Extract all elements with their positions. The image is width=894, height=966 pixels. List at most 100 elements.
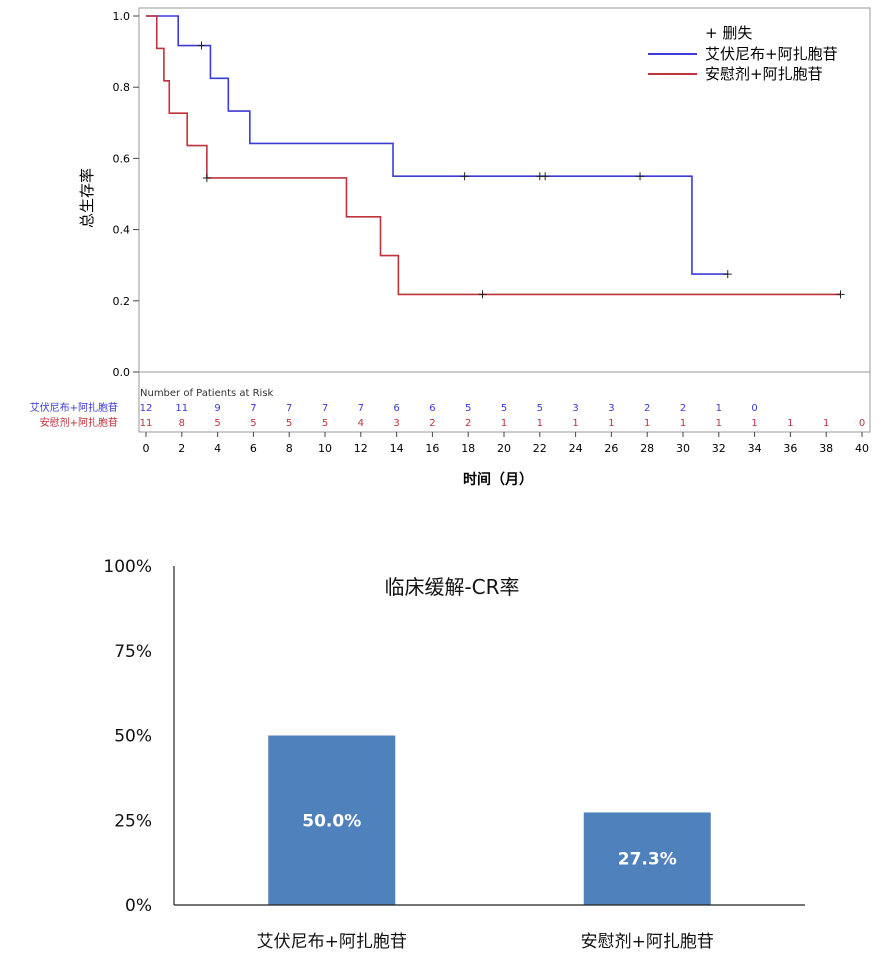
km-x-tick-label: 34 <box>748 442 762 455</box>
risk-value: 5 <box>465 403 471 414</box>
km-censor-mark <box>460 172 469 181</box>
km-x-tick-label: 16 <box>425 442 439 455</box>
risk-value: 6 <box>393 403 399 414</box>
risk-value: 1 <box>572 418 578 429</box>
bar-value-label: 27.3% <box>618 850 677 870</box>
risk-value: 0 <box>751 403 757 414</box>
km-curve-series-1 <box>146 15 728 275</box>
km-censor-mark <box>636 172 645 181</box>
km-x-tick-label: 2 <box>178 442 185 455</box>
bar-y-axis: 0% 25% 50% 75% 100% <box>103 557 152 916</box>
risk-value: 4 <box>358 418 364 429</box>
km-x-tick-label: 10 <box>318 442 332 455</box>
km-y-tick-label: 0.0 <box>113 366 131 379</box>
bar-category-label: 艾伏尼布+阿扎胞苷 <box>257 932 407 952</box>
risk-value: 11 <box>140 418 153 429</box>
risk-value: 5 <box>250 418 256 429</box>
risk-value: 5 <box>537 403 543 414</box>
km-y-axis-label: 总生存率 <box>78 168 96 228</box>
km-x-tick-label: 20 <box>497 442 511 455</box>
km-x-tick-label: 32 <box>712 442 726 455</box>
km-y-tick-label: 0.4 <box>113 224 131 237</box>
risk-value: 2 <box>680 403 686 414</box>
risk-table-title: Number of Patients at Risk <box>140 388 274 399</box>
risk-value: 5 <box>286 418 292 429</box>
km-x-tick-label: 14 <box>390 442 404 455</box>
km-censor-mark <box>723 270 732 279</box>
risk-value: 12 <box>140 403 153 414</box>
km-censor-mark <box>836 290 845 299</box>
risk-value: 3 <box>393 418 399 429</box>
km-x-tick-label: 0 <box>143 442 150 455</box>
risk-value: 1 <box>751 418 757 429</box>
risk-value: 6 <box>429 403 435 414</box>
risk-value: 1 <box>716 403 722 414</box>
risk-value: 5 <box>214 418 220 429</box>
km-survival-chart: 0.00.20.40.60.81.0 0 2 4 6 8 10 12 14 16 18 20 22 24… <box>30 7 871 488</box>
bar-2 <box>583 812 711 905</box>
risk-value: 1 <box>787 418 793 429</box>
risk-row-label-1: 艾伏尼布+阿扎胞苷 <box>30 401 118 414</box>
risk-value: 2 <box>465 418 471 429</box>
risk-value: 5 <box>322 418 328 429</box>
risk-value: 8 <box>179 418 185 429</box>
km-censor-mark <box>541 172 550 181</box>
bar-y-tick-label: 50% <box>114 727 152 747</box>
risk-value: 1 <box>823 418 829 429</box>
risk-value: 1 <box>644 418 650 429</box>
km-censor-mark <box>197 41 206 50</box>
km-x-tick-label: 40 <box>855 442 869 455</box>
bar-category-label: 安慰剂+阿扎胞苷 <box>581 932 714 952</box>
risk-value: 1 <box>716 418 722 429</box>
risk-table-values: 12 11 9 7 7 7 7 6 6 5 5 5 3 3 2 2 1 011 8 5 5 5 5 4 3 2 2 1 1 1 1 1 1 1 1 1… <box>140 403 866 429</box>
cr-rate-bar-chart: 临床缓解-CR率 0% 25% 50% 75% 100% 50.0% 27.3% 艾伏尼布… <box>103 557 805 952</box>
km-x-tick-label: 28 <box>640 442 654 455</box>
bar-y-tick-label: 100% <box>103 557 152 577</box>
bar-y-tick-label: 75% <box>114 642 152 662</box>
bar-y-tick-label: 25% <box>114 811 152 831</box>
risk-value: 5 <box>501 403 507 414</box>
km-x-tick-label: 38 <box>819 442 833 455</box>
bar-chart-title: 临床缓解-CR率 <box>384 575 519 599</box>
bar-x-axis: 艾伏尼布+阿扎胞苷 安慰剂+阿扎胞苷 <box>257 932 714 952</box>
km-censor-mark <box>478 290 487 299</box>
risk-value: 7 <box>250 403 256 414</box>
risk-value: 7 <box>286 403 292 414</box>
risk-value: 1 <box>608 418 614 429</box>
km-y-tick-label: 0.6 <box>113 152 131 165</box>
km-x-tick-label: 18 <box>461 442 475 455</box>
risk-value: 1 <box>537 418 543 429</box>
km-censor-mark <box>202 173 211 182</box>
risk-row-label-2: 安慰剂+阿扎胞苷 <box>40 416 118 429</box>
bar-1 <box>268 735 396 905</box>
risk-value: 3 <box>608 403 614 414</box>
risk-value: 1 <box>680 418 686 429</box>
km-x-tick-label: 4 <box>214 442 221 455</box>
km-x-tick-label: 36 <box>783 442 797 455</box>
risk-value: 9 <box>214 403 220 414</box>
km-y-axis: 0.0 0.2 0.4 0.6 0.8 1.0 <box>113 10 139 379</box>
bar-value-label: 50.0% <box>302 811 361 831</box>
km-curves <box>146 15 845 299</box>
legend-label-series-2: 安慰剂+阿扎胞苷 <box>705 65 823 83</box>
risk-value: 0 <box>859 418 865 429</box>
km-x-tick-label: 30 <box>676 442 690 455</box>
risk-value: 3 <box>572 403 578 414</box>
risk-value: 7 <box>322 403 328 414</box>
km-legend: + 删失 艾伏尼布+阿扎胞苷 安慰剂+阿扎胞苷 <box>648 24 838 83</box>
risk-value: 11 <box>175 403 188 414</box>
km-x-axis: 0 2 4 6 8 10 12 14 16 18 20 22 24 26 28 30 32 34 36 38 40 <box>143 432 869 455</box>
km-y-tick-label: 0.2 <box>113 295 131 308</box>
km-y-tick-label: 1.0 <box>113 10 131 23</box>
legend-label-series-1: 艾伏尼布+阿扎胞苷 <box>705 45 838 63</box>
risk-value: 2 <box>429 418 435 429</box>
km-x-tick-label: 12 <box>354 442 368 455</box>
risk-value: 2 <box>644 403 650 414</box>
km-x-tick-label: 22 <box>533 442 547 455</box>
km-x-tick-label: 8 <box>286 442 293 455</box>
km-x-axis-label: 时间（月） <box>463 471 533 488</box>
bar-bars: 50.0% 27.3% <box>268 735 711 905</box>
km-y-tick-label: 0.8 <box>113 81 131 94</box>
risk-value: 1 <box>501 418 507 429</box>
km-x-tick-label: 24 <box>569 442 583 455</box>
